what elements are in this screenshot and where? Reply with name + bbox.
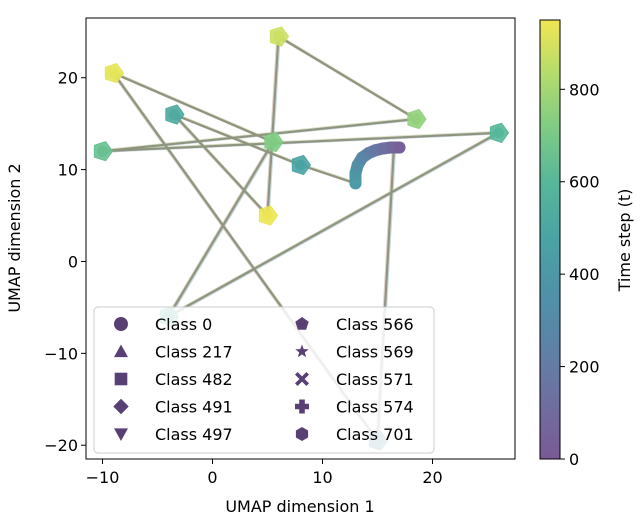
y-tick-label: 20 — [58, 69, 78, 88]
cluster-point — [407, 109, 427, 130]
cluster-core — [295, 159, 306, 171]
legend-entry-label: Class 217 — [155, 343, 233, 362]
legend-marker-diamond — [113, 398, 129, 415]
colorbar-label: Time step (t) — [615, 189, 634, 293]
legend-marker-shape — [114, 372, 128, 386]
y-axis-label: UMAP dimension 2 — [5, 163, 24, 312]
cluster-core — [97, 145, 108, 157]
x-tick-label: 20 — [422, 468, 442, 487]
legend-marker-star — [295, 344, 309, 358]
legend-marker-triangle-up — [114, 344, 128, 358]
y-tick-label: −10 — [44, 344, 78, 363]
legend-entry-label: Class 566 — [336, 315, 414, 334]
legend-entry-label: Class 491 — [155, 398, 233, 417]
cluster-point — [165, 104, 185, 125]
cluster-core — [273, 30, 284, 42]
arc-point — [349, 177, 362, 190]
x-axis-ticks: −10 0 10 20 — [86, 459, 443, 487]
legend-marker-shape — [295, 344, 309, 358]
legend: Class 0 Class 217 Class 482 Class 491 Class … — [93, 306, 435, 454]
legend-box — [93, 306, 435, 454]
colorbar-tick-label: 200 — [569, 358, 600, 377]
legend-entry-label: Class 482 — [155, 370, 233, 389]
legend-marker-pentagon — [295, 317, 309, 330]
cluster-core — [493, 127, 504, 139]
cluster-core — [410, 113, 422, 125]
x-tick-label: −10 — [86, 468, 120, 487]
legend-marker-plus-filled — [295, 399, 309, 414]
arc-point — [384, 141, 397, 154]
y-tick-label: 0 — [68, 252, 78, 271]
x-tick-label: 0 — [207, 468, 217, 487]
x-tick-label: 10 — [312, 468, 332, 487]
legend-entry-label: Class 571 — [336, 370, 414, 389]
colorbar-tick-label: 600 — [569, 173, 600, 192]
cluster-point — [269, 26, 290, 47]
colorbar-ticks: 0 200 400 600 800 — [560, 80, 600, 469]
legend-marker-circle — [114, 317, 128, 331]
legend-marker-shape — [295, 399, 309, 414]
legend-entry-label: Class 574 — [336, 398, 414, 417]
cluster-point — [258, 205, 279, 226]
legend-marker-triangle-down — [114, 428, 128, 441]
cluster-core — [267, 136, 279, 148]
cluster-point — [291, 154, 312, 176]
legend-marker-shape — [295, 427, 309, 441]
arc-point — [393, 141, 406, 154]
colorbar-tick-label: 400 — [569, 265, 600, 284]
legend-entry-label: Class 701 — [336, 425, 414, 444]
legend-marker-shape — [114, 344, 128, 358]
y-tick-label: 10 — [58, 161, 78, 180]
colorbar — [539, 19, 561, 460]
plot-frame — [85, 17, 516, 460]
cluster-point — [104, 63, 125, 84]
legend-marker-x-filled — [295, 372, 309, 386]
cluster-core — [108, 67, 119, 79]
legend-marker-shape — [114, 428, 128, 441]
legend-entry-label: Class 497 — [155, 425, 233, 444]
cluster-point — [264, 131, 284, 153]
legend-marker-square — [114, 372, 128, 386]
legend-marker-shape — [114, 317, 128, 331]
legend-marker-shape — [295, 372, 309, 386]
legend-entry-label: Class 569 — [336, 343, 414, 362]
legend-entry-label: Class 0 — [155, 315, 212, 334]
y-tick-label: −20 — [44, 436, 78, 455]
cluster-point — [489, 122, 510, 143]
legend-marker-hexagon — [295, 427, 309, 441]
legend-marker-shape — [113, 398, 129, 415]
cluster-core — [262, 210, 273, 222]
legend-marker-shape — [295, 317, 309, 330]
cluster-core — [168, 108, 180, 120]
cluster-point — [93, 141, 114, 162]
colorbar-tick-label: 800 — [569, 80, 600, 99]
colorbar-tick-label: 0 — [569, 450, 579, 469]
x-axis-label: UMAP dimension 1 — [225, 497, 374, 516]
y-axis-ticks: −20 −10 0 10 20 — [44, 69, 86, 455]
